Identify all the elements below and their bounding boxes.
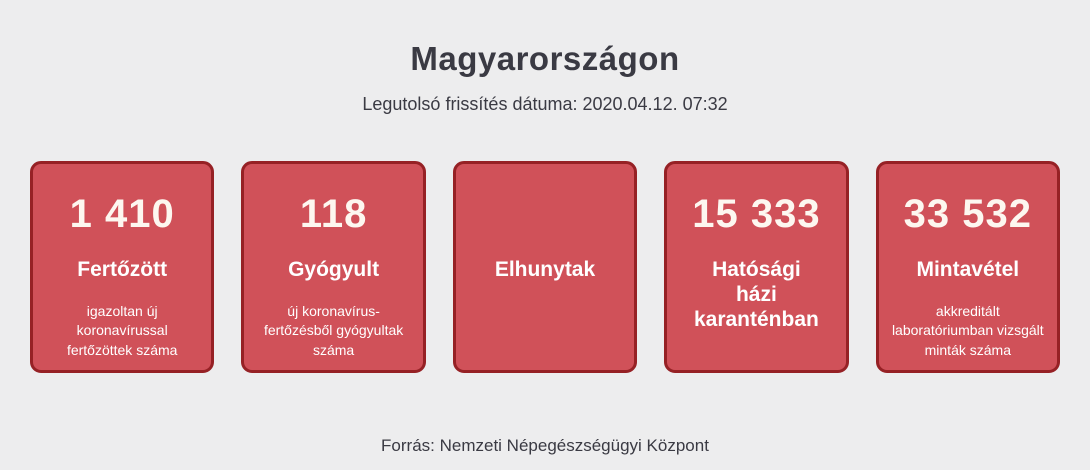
stat-label: Hatósági házi karanténban xyxy=(693,258,819,331)
source-note: Forrás: Nemzeti Népegészségügyi Központ xyxy=(381,436,709,455)
stat-value: 118 xyxy=(299,191,368,236)
stat-label: Mintavétel xyxy=(916,258,1020,281)
stat-cards-row: 1 410 Fertőzött igazoltan új koronavírus… xyxy=(0,161,1090,373)
stat-description: akkreditált laboratóriumban vizsgált min… xyxy=(891,302,1044,358)
stat-value: 1 410 xyxy=(69,191,175,236)
stat-card-infected: 1 410 Fertőzött igazoltan új koronavírus… xyxy=(29,161,215,373)
stat-label: Fertőzött xyxy=(77,258,168,281)
stat-card-quarantine: 15 333 Hatósági házi karanténban xyxy=(664,161,849,373)
page-footer: Forrás: Nemzeti Népegészségügyi Központ xyxy=(0,436,1090,456)
stat-card-recovered: 118 Gyógyult új koronavírus-fertőzésből … xyxy=(241,161,426,373)
page-title: Magyarországon xyxy=(410,40,680,77)
stat-description: új koronavírus-fertőzésből gyógyultak sz… xyxy=(263,302,404,358)
stat-label: Elhunytak xyxy=(494,258,596,281)
page-header: Magyarországon Legutolsó frissítés dátum… xyxy=(0,0,1090,115)
stat-card-deceased: Elhunytak xyxy=(452,161,638,373)
stat-description: igazoltan új koronavírussal fertőzöttek … xyxy=(66,302,178,358)
stat-label: Gyógyult xyxy=(288,258,380,281)
last-updated-text: Legutolsó frissítés dátuma: 2020.04.12. … xyxy=(362,94,728,114)
stat-card-samples: 33 532 Mintavétel akkreditált laboratóri… xyxy=(875,161,1061,373)
stat-value: 33 532 xyxy=(903,191,1032,236)
stat-value: 15 333 xyxy=(692,191,821,236)
